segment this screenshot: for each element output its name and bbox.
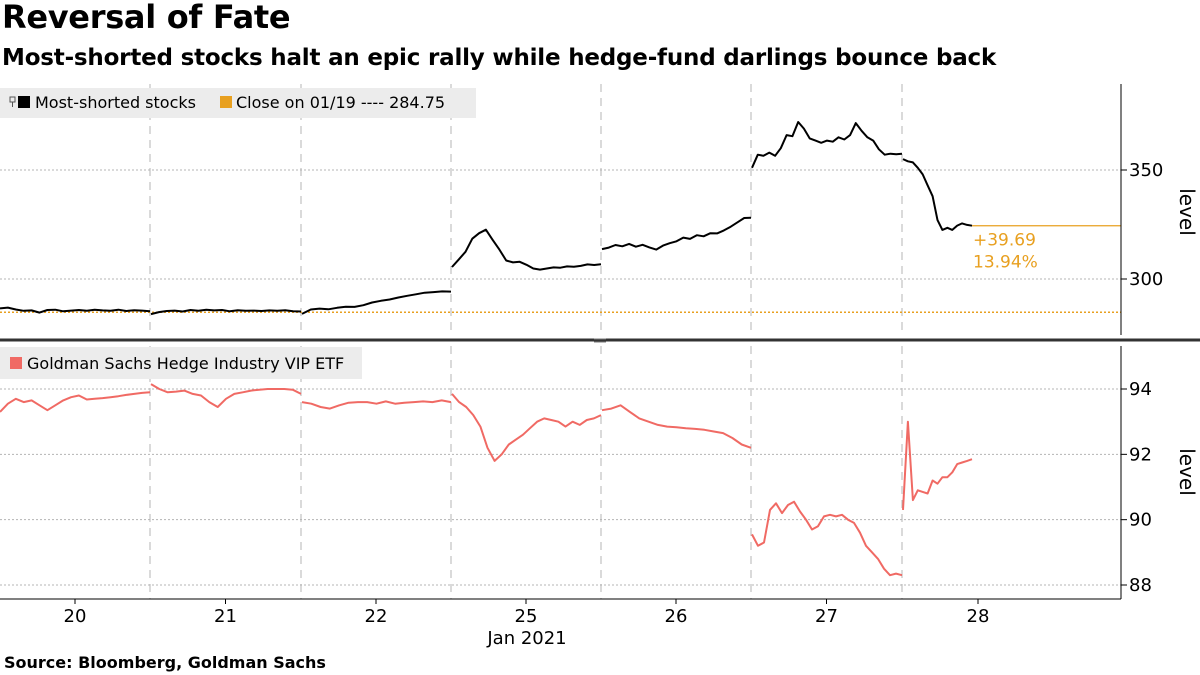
top-legend: Most-shorted stocks Close on 01/19 ---- … [0,88,476,118]
x-axis-ticks: 20 21 22 25 26 27 28 [64,599,990,627]
top-y-tick-label-350: 350 [1129,160,1163,181]
x-tick-label-25: 25 [515,606,538,627]
etf-line-28 [902,420,973,510]
legend-label-most-shorted: Most-shorted stocks [35,93,196,112]
legend-label-etf: Goldman Sachs Hedge Industry VIP ETF [27,354,344,373]
bottom-y-tick-label-90: 90 [1129,510,1152,531]
x-tick-label-26: 26 [665,606,688,627]
x-tick-label-27: 27 [815,606,838,627]
top-y-axis-label: level [1175,188,1199,236]
x-tick-label-20: 20 [64,606,87,627]
bottom-y-tick-label-94: 94 [1129,379,1152,400]
most-shorted-line-27 [751,121,903,169]
top-y-axis: 300 350 [1120,84,1163,335]
bottom-gridlines [0,388,1121,586]
most-shorted-line-20 [0,306,151,314]
most-shorted-line-26 [601,216,752,251]
legend-swatch-close [220,96,232,108]
etf-line-25 [451,393,602,462]
top-session-separators [149,84,903,335]
x-tick-label-28: 28 [967,606,990,627]
percent-annotation: 13.94% [973,253,1038,273]
chart-subtitle: Most-shorted stocks halt an epic rally w… [2,45,997,71]
x-tick-label-22: 22 [365,606,388,627]
most-shorted-line-22 [301,290,452,315]
bottom-session-separators [149,346,903,599]
x-tick-label-21: 21 [214,606,237,627]
etf-line-20 [0,391,151,413]
most-shorted-line-21 [150,308,302,316]
change-annotation: +39.69 [973,231,1036,251]
legend-toggle-icon[interactable] [9,96,16,107]
bottom-legend: Goldman Sachs Hedge Industry VIP ETF [0,347,362,379]
bottom-panel: 88 90 92 94 level Goldman Sachs Hedge Indus… [0,346,1199,599]
legend-label-close: Close on 01/19 ---- 284.75 [236,93,445,112]
top-gridlines [0,169,1121,280]
bottom-legend-background [0,347,362,379]
top-panel: +39.69 13.94% 300 350 level Most-shorted … [0,84,1199,335]
bottom-y-axis: 88 90 92 94 [1120,346,1152,599]
most-shorted-line-28 [902,158,973,231]
legend-swatch-etf [10,357,22,369]
bottom-y-axis-label: level [1175,448,1199,496]
top-y-tick-label-300: 300 [1129,269,1163,290]
source-note: Source: Bloomberg, Goldman Sachs [4,653,326,672]
top-legend-background [0,88,476,118]
panel-resize-handle-icon[interactable] [594,338,606,343]
etf-line-21 [150,383,302,408]
etf-series [0,383,973,577]
most-shorted-line-25 [451,228,602,271]
etf-line-27 [751,500,903,577]
legend-swatch-most-shorted [18,96,30,108]
most-shorted-series [0,121,973,316]
etf-line-26 [601,404,752,449]
chart-title: Reversal of Fate [2,0,291,36]
etf-line-22 [301,399,452,410]
x-axis-month-label: Jan 2021 [486,628,566,649]
bottom-y-tick-label-88: 88 [1129,575,1152,596]
bottom-y-tick-label-92: 92 [1129,444,1152,465]
